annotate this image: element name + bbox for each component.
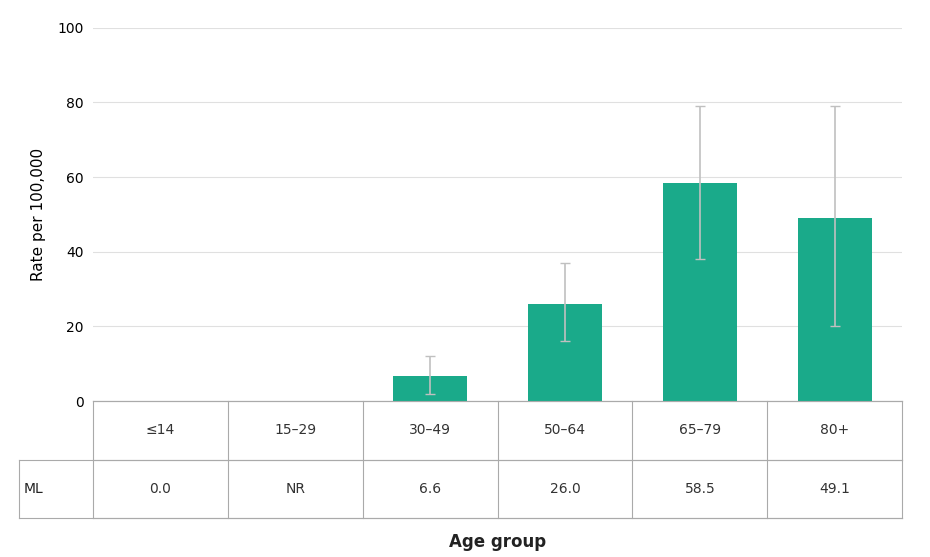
Text: 15–29: 15–29 <box>274 423 316 437</box>
Text: ML: ML <box>23 482 43 496</box>
Text: 0.0: 0.0 <box>150 482 171 496</box>
Bar <box>393 377 467 401</box>
Text: 80+: 80+ <box>820 423 849 437</box>
Y-axis label: Rate per 100,000: Rate per 100,000 <box>32 148 46 281</box>
Text: 49.1: 49.1 <box>819 482 850 496</box>
Text: Age group: Age group <box>449 534 546 551</box>
Text: 50–64: 50–64 <box>544 423 586 437</box>
Text: 26.0: 26.0 <box>550 482 580 496</box>
Text: 65–79: 65–79 <box>679 423 721 437</box>
Text: 6.6: 6.6 <box>419 482 441 496</box>
Bar <box>798 218 871 401</box>
Bar <box>663 183 737 401</box>
Text: 30–49: 30–49 <box>409 423 451 437</box>
Text: ≤14: ≤14 <box>146 423 175 437</box>
Bar <box>528 304 602 401</box>
Text: 58.5: 58.5 <box>684 482 715 496</box>
Text: NR: NR <box>286 482 305 496</box>
